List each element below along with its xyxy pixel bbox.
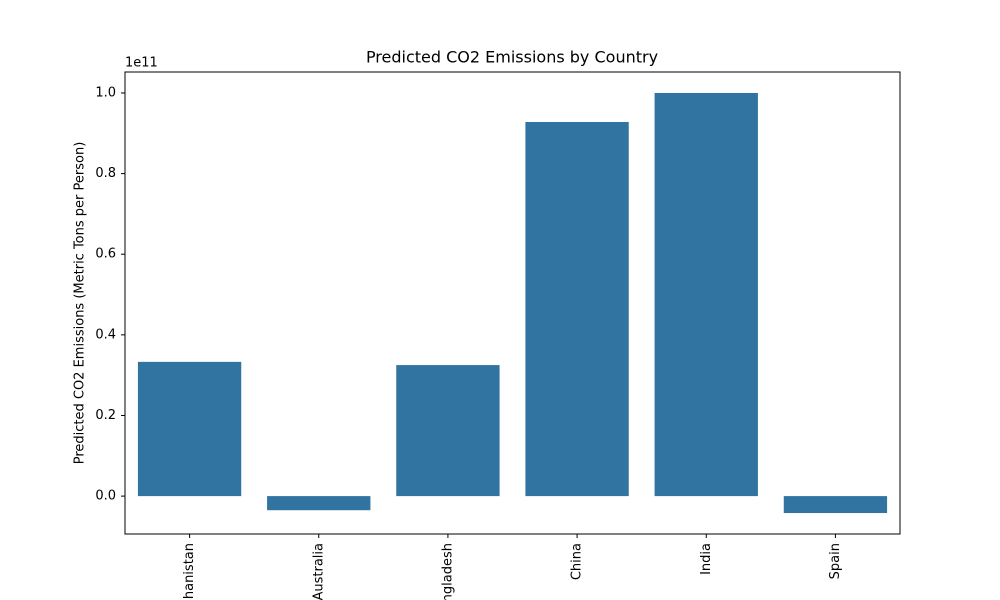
y-tick-label: 0.4: [95, 327, 116, 342]
bar: [783, 496, 888, 514]
y-tick-label: 0.0: [95, 489, 116, 504]
bar: [267, 496, 371, 511]
bar: [137, 361, 242, 497]
x-tick-label: Australia: [311, 543, 326, 600]
y-tick-label: 0.8: [95, 166, 116, 181]
y-axis-label: Predicted CO2 Emissions (Metric Tons per…: [73, 142, 88, 465]
y-offset-label: 1e11: [125, 56, 158, 71]
bar: [654, 92, 758, 497]
y-tick-label: 0.2: [95, 408, 116, 423]
bar: [525, 121, 629, 497]
x-tick-label: China: [570, 543, 585, 580]
chart-title: Predicted CO2 Emissions by Country: [366, 48, 658, 67]
x-tick-label: Bangladesh: [440, 543, 455, 600]
x-tick-label: Afghanistan: [182, 543, 197, 600]
y-tick-label: 1.0: [95, 85, 116, 100]
bar: [396, 365, 500, 497]
plot-frame: [124, 71, 901, 535]
y-tick-label: 0.6: [95, 247, 116, 262]
x-tick-label: Spain: [828, 543, 843, 579]
x-tick-label: India: [699, 543, 714, 575]
